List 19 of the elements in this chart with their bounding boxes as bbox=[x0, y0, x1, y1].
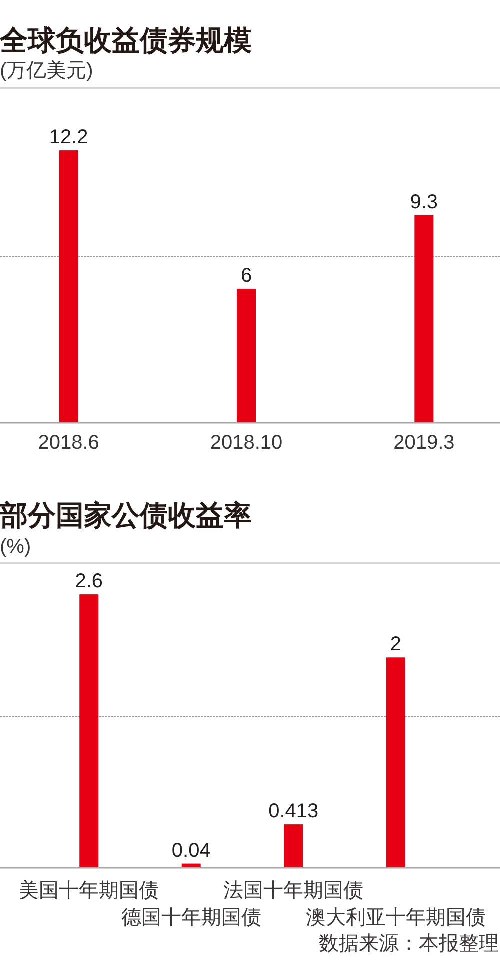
annotation: 数据来源：本报整理 bbox=[319, 933, 499, 955]
data-label: 2 bbox=[390, 634, 402, 656]
data-label: 12.2 bbox=[49, 126, 88, 149]
x-tick-label: 美国十年期国债 bbox=[19, 880, 160, 902]
title: 全球负收益债券规模 bbox=[0, 25, 252, 56]
data-label: 6 bbox=[240, 265, 252, 287]
subtitle: (万亿美元) bbox=[0, 60, 94, 82]
x-tick-label: 法国十年期国债 bbox=[224, 880, 364, 902]
x-tick-label: 2018.10 bbox=[210, 432, 283, 454]
data-label: 2.6 bbox=[75, 570, 104, 593]
data-label: 0.04 bbox=[172, 840, 211, 862]
x-tick-label: 2019.3 bbox=[394, 432, 455, 454]
data-label: 0.413 bbox=[268, 800, 319, 823]
title: 部分国家公债收益率 bbox=[0, 500, 252, 531]
x-tick-label: 澳大利亚十年期国债 bbox=[306, 907, 486, 929]
data-label: 9.3 bbox=[410, 191, 438, 214]
x-tick-label: 德国十年期国债 bbox=[121, 907, 262, 929]
subtitle: (%) bbox=[0, 536, 32, 558]
x-tick-label: 2018.6 bbox=[38, 432, 100, 454]
